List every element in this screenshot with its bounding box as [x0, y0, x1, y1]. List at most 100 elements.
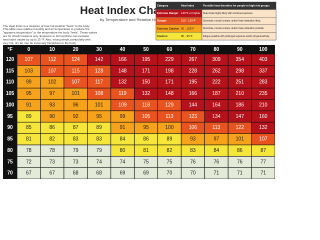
cell: [134, 133, 158, 145]
cell-value: 83: [190, 148, 196, 154]
cell-value: 148: [165, 91, 174, 97]
cell: [87, 77, 111, 88]
cell-value: 210: [236, 91, 245, 97]
cell: [40, 77, 64, 88]
cell-value: 67: [49, 171, 55, 177]
cell-value: 228: [189, 68, 198, 74]
cell-value: 283: [259, 80, 268, 86]
cell: [40, 99, 64, 111]
cell-value: 84: [120, 137, 126, 143]
cell: [204, 65, 228, 77]
cell: [40, 54, 64, 66]
cell-value: 132: [142, 91, 151, 97]
row-header: 95: [7, 114, 13, 120]
cell-value: 171: [142, 68, 151, 74]
subtitle: by Temperature and Relative Humidity: [100, 17, 168, 22]
cell: [228, 77, 252, 88]
cell: [158, 65, 181, 77]
cell-value: 68: [96, 171, 102, 177]
cell-value: 195: [189, 80, 198, 86]
cell: [158, 145, 181, 156]
cell: [87, 122, 111, 134]
cell: [204, 122, 228, 134]
cell-value: 70: [190, 171, 196, 177]
cell: [181, 122, 205, 134]
cell: [134, 167, 158, 179]
cell: [251, 145, 275, 156]
cell-value: 148: [118, 68, 127, 74]
cell-value: 267: [189, 57, 198, 63]
cell: [87, 156, 111, 168]
cell-value: 89: [26, 114, 32, 120]
column-header: 100: [259, 47, 268, 53]
cell: [64, 111, 88, 122]
cell: [228, 111, 252, 122]
cell: [158, 156, 181, 168]
cell-value: 198: [165, 68, 174, 74]
legend-range: 90 - 105°F: [181, 26, 194, 30]
cell-value: 71: [237, 171, 243, 177]
cell: [228, 122, 252, 134]
column-header: 90: [237, 47, 243, 53]
cell: [64, 167, 88, 179]
cell: [111, 77, 134, 88]
cell: [251, 122, 275, 134]
legend-text: Heat stroke highly likely with continued…: [203, 12, 254, 15]
legend-category: Caution: [157, 34, 168, 38]
cell-value: 132: [118, 80, 127, 86]
cell: [40, 65, 64, 77]
cell: [228, 54, 252, 66]
cell: [181, 99, 205, 111]
cell: [111, 88, 134, 100]
cell-value: 96: [73, 102, 79, 108]
intro-line: very hot, dry air, can be extremely haza…: [3, 41, 77, 45]
cell-value: 89: [96, 125, 102, 131]
cell: [17, 133, 41, 145]
cell: [158, 99, 181, 111]
corner-label: °F: [7, 47, 12, 53]
row-header: 120: [6, 57, 15, 63]
cell-value: 132: [259, 125, 268, 131]
cell-value: 93: [190, 137, 196, 143]
cell-value: 86: [237, 148, 243, 154]
cell: [204, 133, 228, 145]
legend-range: 105 - 129°F: [181, 19, 196, 23]
cell: [40, 122, 64, 134]
cell: [111, 145, 134, 156]
cell-value: 67: [26, 171, 32, 177]
cell: [228, 145, 252, 156]
cell-value: 150: [142, 80, 151, 86]
cell: [204, 111, 228, 122]
cell-value: 81: [143, 148, 149, 154]
cell-value: 171: [165, 80, 174, 86]
cell-value: 117: [95, 80, 103, 86]
cell: [228, 133, 252, 145]
cell-value: 105: [142, 114, 151, 120]
cell: [158, 77, 181, 88]
cell-value: 100: [165, 125, 174, 131]
cell-value: 74: [120, 159, 126, 165]
cell: [158, 88, 181, 100]
cell-value: 124: [71, 57, 80, 63]
cell-value: 129: [165, 102, 174, 108]
cell-value: 91: [26, 102, 32, 108]
column-header: 10: [49, 47, 55, 53]
cell-value: 166: [189, 91, 198, 97]
cell-value: 93: [49, 102, 55, 108]
cell-value: 69: [120, 171, 126, 177]
intro-line: heat index values by up to 15 °F. Also, …: [3, 37, 91, 41]
cell: [158, 133, 181, 145]
cell-value: 76: [237, 159, 243, 165]
cell-value: 119: [119, 91, 127, 97]
cell-value: 187: [212, 91, 221, 97]
cell: [181, 167, 205, 179]
column-header: 20: [73, 47, 79, 53]
cell: [228, 167, 252, 179]
row-header: 100: [6, 102, 15, 108]
cell-value: 91: [120, 125, 126, 131]
cell-value: 112: [48, 57, 56, 63]
cell: [40, 111, 64, 122]
cell-value: 78: [49, 148, 55, 154]
cell: [251, 88, 275, 100]
legend-text: Sunstroke, muscle cramps, and/or heat ex…: [203, 27, 265, 30]
